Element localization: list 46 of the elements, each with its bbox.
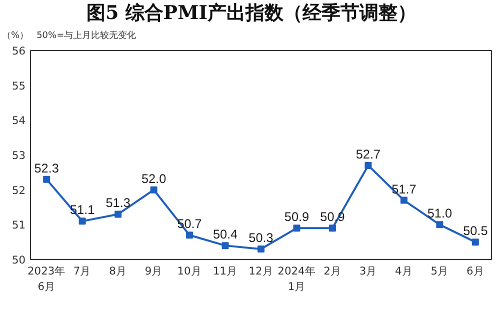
x-tick-label: 2月 bbox=[324, 264, 342, 278]
data-label: 52.7 bbox=[356, 147, 381, 162]
y-tick-label: 53 bbox=[12, 149, 26, 162]
data-label: 51.7 bbox=[392, 182, 416, 196]
data-label: 52.0 bbox=[141, 172, 166, 186]
point bbox=[293, 224, 300, 232]
x-tick-label: 3月 bbox=[359, 264, 378, 278]
x-tick-label: 6月 bbox=[466, 264, 484, 278]
x-tick-label: 4月 bbox=[395, 264, 413, 278]
x-tick-label: 2023年 6月 bbox=[28, 264, 66, 294]
point bbox=[258, 246, 264, 253]
y-tick-label: 52 bbox=[12, 184, 26, 197]
data-label: 51.3 bbox=[106, 196, 130, 210]
data-label: 50.5 bbox=[463, 224, 488, 238]
point bbox=[400, 196, 408, 204]
text: 50%=与上月比较无变化 bbox=[36, 31, 136, 41]
point bbox=[222, 242, 229, 250]
point bbox=[78, 218, 86, 225]
x-tick-label: 12月 bbox=[248, 264, 274, 278]
x-tick-label: 10月 bbox=[177, 264, 202, 278]
point bbox=[150, 186, 158, 194]
x-tick-label: 5月 bbox=[430, 264, 449, 278]
point bbox=[43, 176, 50, 183]
data-label: 50.3 bbox=[248, 231, 274, 246]
chart-title: 图5 综合PMI产出指数（经季节调整） bbox=[86, 1, 417, 26]
point bbox=[472, 238, 479, 246]
data-label: 52.3 bbox=[34, 161, 59, 176]
data-label: 50.4 bbox=[212, 228, 238, 242]
y-tick-label: 54 bbox=[12, 114, 26, 128]
point bbox=[328, 224, 336, 232]
point bbox=[364, 162, 372, 169]
point bbox=[186, 232, 194, 239]
data-label: 50.9 bbox=[284, 210, 310, 224]
y-axis-title: （%） bbox=[2, 31, 29, 41]
y-tick-label: 55 bbox=[12, 79, 26, 92]
y-tick-label: 51 bbox=[12, 218, 26, 232]
point bbox=[436, 221, 444, 228]
point bbox=[114, 210, 122, 218]
x-tick-label: 2024年 1月 bbox=[278, 264, 316, 294]
data-label: 51.0 bbox=[427, 206, 452, 221]
x-tick-label: 11月 bbox=[212, 264, 238, 278]
y-tick-label: 50 bbox=[12, 254, 26, 266]
x-tick-label: 9月 bbox=[144, 264, 163, 278]
x-tick-label: 8月 bbox=[109, 264, 127, 278]
y-tick-label: 56 bbox=[12, 44, 26, 58]
x-tick-label: 7月 bbox=[73, 264, 92, 278]
